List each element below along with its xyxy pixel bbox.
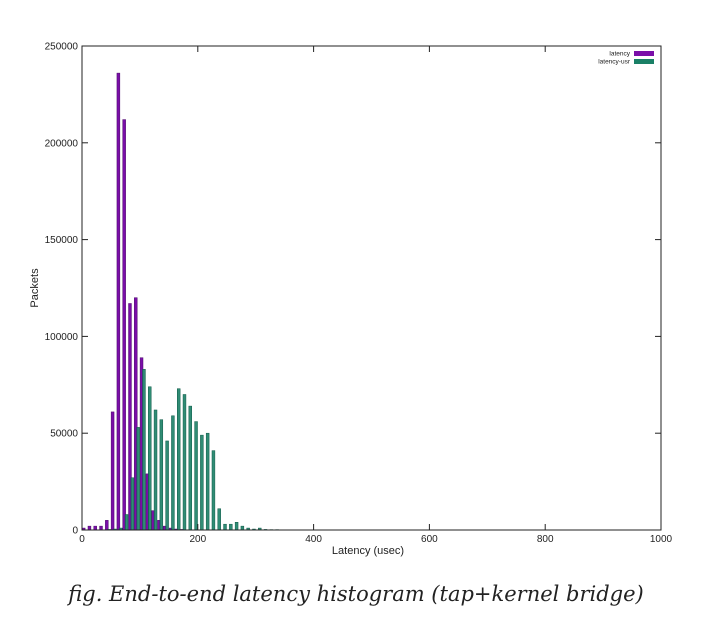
legend-swatch	[634, 51, 654, 56]
legend-label: latency-usr	[598, 59, 631, 66]
bar-latency-usr	[205, 432, 210, 531]
bar-latency	[93, 525, 97, 531]
bar-latency-usr	[194, 421, 198, 531]
bar-latency-usr	[159, 419, 164, 531]
bar-latency-usr	[165, 440, 169, 531]
bar-latency	[122, 119, 126, 531]
bar-latency-usr	[153, 409, 158, 531]
bar-latency-usr	[148, 386, 152, 531]
y-tick-label: 200000	[45, 138, 79, 149]
bar-latency-usr	[229, 523, 233, 531]
bar-latency-usr	[130, 477, 135, 531]
bar-latency	[87, 525, 92, 531]
bar-latency	[105, 520, 109, 531]
x-tick-label: 200	[189, 534, 206, 545]
plot-frame	[81, 45, 662, 531]
x-tick-label: 400	[305, 534, 322, 545]
bar-latency-usr	[171, 415, 175, 531]
latency-histogram-chart: 0 50000 100000 150000 200000 250000 0 200 400 60…	[29, 42, 673, 558]
bar-latency-usr	[182, 394, 187, 531]
bar-latency-usr	[211, 450, 216, 531]
bar-latency-usr	[240, 525, 245, 531]
legend-label: latency	[609, 51, 630, 58]
figure-caption: fig. End-to-end latency histogram (tap+k…	[68, 582, 644, 606]
y-axis-label: Packets	[29, 268, 41, 308]
y-tick-label: 250000	[45, 42, 79, 53]
x-tick-label: 1000	[650, 534, 673, 545]
bar-latency-usr	[124, 514, 129, 531]
bar-latency-usr	[142, 369, 146, 531]
bar-latency-usr	[177, 388, 181, 531]
bars-group	[81, 72, 320, 531]
bar-latency	[116, 72, 121, 531]
x-tick-label: 600	[421, 534, 438, 545]
y-tick-label: 50000	[50, 429, 78, 440]
bar-latency-usr	[200, 434, 204, 531]
x-axis-label: Latency (usec)	[332, 545, 404, 557]
x-tick-label: 800	[537, 534, 554, 545]
bar-latency-usr	[217, 508, 221, 531]
y-axis: 0 50000 100000 150000 200000 250000	[45, 42, 661, 537]
y-tick-label: 0	[72, 526, 78, 537]
y-tick-label: 150000	[45, 235, 79, 246]
y-tick-label: 100000	[45, 332, 79, 343]
bar-latency-usr	[136, 427, 140, 531]
bar-latency	[99, 525, 103, 531]
x-tick-label: 0	[79, 534, 85, 545]
legend-swatch	[634, 59, 654, 64]
bar-latency	[110, 411, 115, 531]
bar-latency-usr	[234, 522, 239, 531]
bar-latency-usr	[223, 523, 227, 531]
bar-latency-usr	[188, 405, 192, 531]
x-axis: 0 200 400 600 800 1000	[79, 46, 673, 545]
